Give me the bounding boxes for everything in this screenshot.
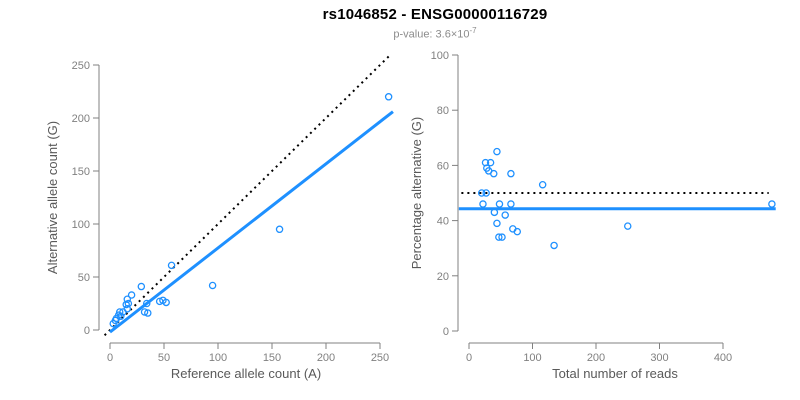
data-point — [768, 200, 776, 208]
y-tick-label: 100 — [431, 50, 449, 62]
data-point — [123, 295, 132, 304]
data-point — [624, 222, 632, 230]
x-axis-label: Total number of reads — [552, 366, 678, 381]
x-tick-label: 0 — [466, 352, 472, 364]
data-point — [142, 299, 151, 308]
x-tick-label: 400 — [714, 352, 732, 364]
y-tick-label: 250 — [72, 60, 90, 72]
x-tick-label: 200 — [317, 352, 335, 364]
data-point — [482, 189, 490, 197]
figure-subtitle: p-value: 3.6×10-7 — [70, 26, 800, 41]
y-axis-label: Alternative allele count (G) — [45, 121, 60, 274]
data-point — [507, 169, 515, 178]
x-tick-label: 200 — [587, 352, 605, 364]
data-point — [144, 309, 152, 317]
data-point — [495, 233, 503, 241]
data-point — [208, 281, 217, 290]
y-tick-label: 20 — [437, 271, 449, 283]
data-point — [498, 233, 506, 241]
data-point — [477, 189, 486, 197]
data-point — [124, 299, 133, 308]
y-tick-label: 200 — [72, 113, 90, 125]
data-point — [493, 147, 501, 156]
pvalue-exponent: -7 — [469, 26, 477, 35]
y-tick-label: 60 — [437, 160, 449, 172]
data-point — [115, 308, 124, 316]
x-tick-label: 50 — [158, 352, 170, 364]
data-point — [275, 225, 284, 234]
panel-left: 0 50 100 150 200 250 0 50 100 150 200 250 Reference … — [45, 55, 394, 381]
y-axis-label: Percentage alternative (G) — [409, 117, 424, 269]
x-tick-label: 300 — [650, 352, 668, 364]
x-tick-label: 150 — [263, 352, 281, 364]
x-tick-label: 250 — [371, 352, 389, 364]
x-tick-label: 100 — [523, 352, 541, 364]
x-tick-label: 0 — [107, 352, 113, 364]
data-point — [140, 308, 149, 316]
y-tick-label: 0 — [84, 325, 90, 337]
data-point — [490, 208, 499, 217]
data-point — [490, 169, 498, 178]
panel-right: 0 20 40 60 80 100 0 100 200 300 400 Total number of… — [409, 50, 776, 381]
y-tick-label: 0 — [443, 326, 449, 338]
data-point — [162, 298, 170, 307]
data-point — [127, 291, 136, 299]
figure-title: rs1046852 - ENSG00000116729 — [322, 6, 548, 23]
data-point — [513, 227, 522, 236]
data-point — [550, 241, 558, 250]
y-tick-label: 50 — [78, 272, 90, 284]
y-tick-label: 100 — [72, 219, 90, 231]
data-point — [507, 200, 515, 208]
figure-header: rs1046852 - ENSG00000116729 p-value: 3.6… — [70, 6, 800, 41]
data-point — [479, 200, 487, 208]
identity-line — [103, 55, 390, 337]
data-point — [137, 282, 146, 291]
y-tick-label: 150 — [72, 166, 90, 178]
data-point — [167, 261, 176, 270]
regression-line — [109, 110, 394, 334]
data-point — [538, 180, 547, 189]
data-point — [486, 158, 495, 167]
x-tick-label: 100 — [209, 352, 227, 364]
data-point — [117, 312, 125, 320]
data-point — [495, 200, 504, 208]
data-point — [123, 305, 132, 313]
y-tick-label: 80 — [437, 105, 449, 117]
pvalue-text: p-value: 3.6×10 — [393, 28, 470, 41]
data-point — [493, 219, 501, 228]
data-point — [501, 211, 509, 219]
x-axis-label: Reference allele count (A) — [171, 366, 321, 381]
y-tick-label: 40 — [437, 216, 449, 228]
data-point — [384, 93, 393, 101]
